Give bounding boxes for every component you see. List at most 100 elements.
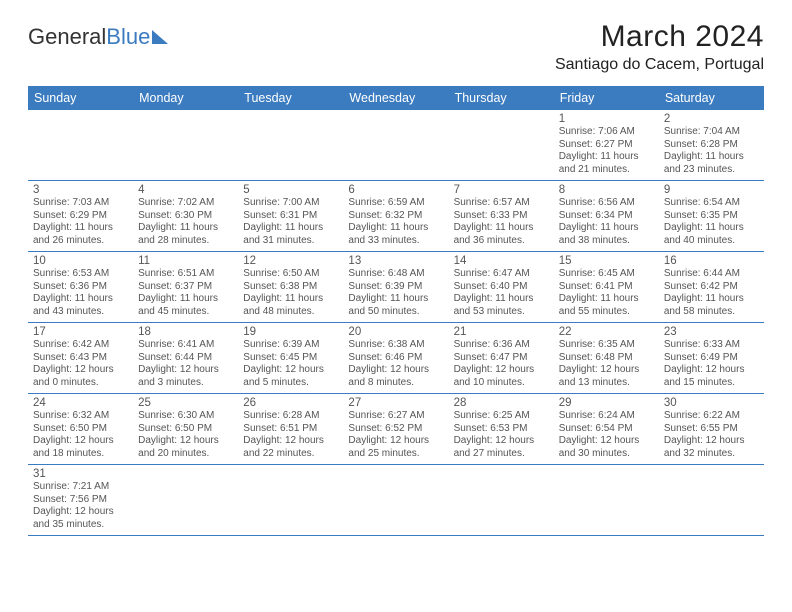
day-number: 16	[664, 255, 759, 267]
day-info: Sunrise: 7:02 AMSunset: 6:30 PMDaylight:…	[138, 197, 233, 247]
day-cell: 10Sunrise: 6:53 AMSunset: 6:36 PMDayligh…	[28, 252, 133, 323]
day-cell: 27Sunrise: 6:27 AMSunset: 6:52 PMDayligh…	[343, 394, 448, 465]
day-number: 31	[33, 468, 128, 480]
calendar-table: SundayMondayTuesdayWednesdayThursdayFrid…	[28, 86, 764, 536]
day-number: 28	[454, 397, 549, 409]
day-number: 29	[559, 397, 654, 409]
day-number: 27	[348, 397, 443, 409]
empty-cell	[238, 465, 343, 536]
day-cell: 3Sunrise: 7:03 AMSunset: 6:29 PMDaylight…	[28, 181, 133, 252]
day-number: 11	[138, 255, 233, 267]
day-number: 17	[33, 326, 128, 338]
empty-cell	[554, 465, 659, 536]
day-cell: 2Sunrise: 7:04 AMSunset: 6:28 PMDaylight…	[659, 110, 764, 181]
day-info: Sunrise: 7:06 AMSunset: 6:27 PMDaylight:…	[559, 126, 654, 176]
day-cell: 24Sunrise: 6:32 AMSunset: 6:50 PMDayligh…	[28, 394, 133, 465]
day-info: Sunrise: 7:04 AMSunset: 6:28 PMDaylight:…	[664, 126, 759, 176]
day-number: 26	[243, 397, 338, 409]
day-info: Sunrise: 6:53 AMSunset: 6:36 PMDaylight:…	[33, 268, 128, 318]
day-number: 19	[243, 326, 338, 338]
day-info: Sunrise: 6:50 AMSunset: 6:38 PMDaylight:…	[243, 268, 338, 318]
day-info: Sunrise: 6:56 AMSunset: 6:34 PMDaylight:…	[559, 197, 654, 247]
day-cell: 7Sunrise: 6:57 AMSunset: 6:33 PMDaylight…	[449, 181, 554, 252]
day-number: 18	[138, 326, 233, 338]
day-cell: 19Sunrise: 6:39 AMSunset: 6:45 PMDayligh…	[238, 323, 343, 394]
weekday-header: Sunday	[28, 86, 133, 110]
empty-cell	[28, 110, 133, 181]
day-cell: 13Sunrise: 6:48 AMSunset: 6:39 PMDayligh…	[343, 252, 448, 323]
day-info: Sunrise: 6:39 AMSunset: 6:45 PMDaylight:…	[243, 339, 338, 389]
day-cell: 26Sunrise: 6:28 AMSunset: 6:51 PMDayligh…	[238, 394, 343, 465]
day-info: Sunrise: 6:44 AMSunset: 6:42 PMDaylight:…	[664, 268, 759, 318]
empty-cell	[133, 465, 238, 536]
day-cell: 25Sunrise: 6:30 AMSunset: 6:50 PMDayligh…	[133, 394, 238, 465]
day-number: 8	[559, 184, 654, 196]
empty-cell	[238, 110, 343, 181]
empty-cell	[343, 465, 448, 536]
day-info: Sunrise: 6:54 AMSunset: 6:35 PMDaylight:…	[664, 197, 759, 247]
day-number: 7	[454, 184, 549, 196]
day-info: Sunrise: 6:28 AMSunset: 6:51 PMDaylight:…	[243, 410, 338, 460]
day-info: Sunrise: 6:59 AMSunset: 6:32 PMDaylight:…	[348, 197, 443, 247]
day-cell: 18Sunrise: 6:41 AMSunset: 6:44 PMDayligh…	[133, 323, 238, 394]
day-info: Sunrise: 6:48 AMSunset: 6:39 PMDaylight:…	[348, 268, 443, 318]
empty-cell	[449, 465, 554, 536]
day-number: 14	[454, 255, 549, 267]
calendar-row: 10Sunrise: 6:53 AMSunset: 6:36 PMDayligh…	[28, 252, 764, 323]
day-number: 21	[454, 326, 549, 338]
day-cell: 4Sunrise: 7:02 AMSunset: 6:30 PMDaylight…	[133, 181, 238, 252]
day-number: 23	[664, 326, 759, 338]
day-number: 25	[138, 397, 233, 409]
day-info: Sunrise: 6:47 AMSunset: 6:40 PMDaylight:…	[454, 268, 549, 318]
calendar-row: 31Sunrise: 7:21 AMSunset: 7:56 PMDayligh…	[28, 465, 764, 536]
day-info: Sunrise: 6:24 AMSunset: 6:54 PMDaylight:…	[559, 410, 654, 460]
calendar-row: 3Sunrise: 7:03 AMSunset: 6:29 PMDaylight…	[28, 181, 764, 252]
day-info: Sunrise: 6:27 AMSunset: 6:52 PMDaylight:…	[348, 410, 443, 460]
day-number: 2	[664, 113, 759, 125]
day-number: 30	[664, 397, 759, 409]
day-number: 6	[348, 184, 443, 196]
day-info: Sunrise: 6:33 AMSunset: 6:49 PMDaylight:…	[664, 339, 759, 389]
day-number: 3	[33, 184, 128, 196]
day-info: Sunrise: 7:21 AMSunset: 7:56 PMDaylight:…	[33, 481, 128, 531]
day-number: 9	[664, 184, 759, 196]
day-number: 1	[559, 113, 654, 125]
day-cell: 22Sunrise: 6:35 AMSunset: 6:48 PMDayligh…	[554, 323, 659, 394]
weekday-header: Thursday	[449, 86, 554, 110]
logo-text-2: Blue	[106, 24, 150, 50]
day-cell: 21Sunrise: 6:36 AMSunset: 6:47 PMDayligh…	[449, 323, 554, 394]
day-number: 24	[33, 397, 128, 409]
day-number: 5	[243, 184, 338, 196]
day-cell: 31Sunrise: 7:21 AMSunset: 7:56 PMDayligh…	[28, 465, 133, 536]
logo-triangle-icon	[152, 30, 168, 44]
day-info: Sunrise: 6:22 AMSunset: 6:55 PMDaylight:…	[664, 410, 759, 460]
weekday-header: Monday	[133, 86, 238, 110]
weekday-header: Friday	[554, 86, 659, 110]
day-number: 13	[348, 255, 443, 267]
day-info: Sunrise: 6:32 AMSunset: 6:50 PMDaylight:…	[33, 410, 128, 460]
day-cell: 1Sunrise: 7:06 AMSunset: 6:27 PMDaylight…	[554, 110, 659, 181]
day-number: 10	[33, 255, 128, 267]
day-info: Sunrise: 6:30 AMSunset: 6:50 PMDaylight:…	[138, 410, 233, 460]
day-number: 20	[348, 326, 443, 338]
day-cell: 9Sunrise: 6:54 AMSunset: 6:35 PMDaylight…	[659, 181, 764, 252]
day-number: 4	[138, 184, 233, 196]
day-cell: 16Sunrise: 6:44 AMSunset: 6:42 PMDayligh…	[659, 252, 764, 323]
location-text: Santiago do Cacem, Portugal	[555, 56, 764, 74]
logo: GeneralBlue	[28, 24, 168, 50]
day-cell: 15Sunrise: 6:45 AMSunset: 6:41 PMDayligh…	[554, 252, 659, 323]
day-info: Sunrise: 6:45 AMSunset: 6:41 PMDaylight:…	[559, 268, 654, 318]
calendar-body: 1Sunrise: 7:06 AMSunset: 6:27 PMDaylight…	[28, 110, 764, 536]
day-cell: 28Sunrise: 6:25 AMSunset: 6:53 PMDayligh…	[449, 394, 554, 465]
day-cell: 30Sunrise: 6:22 AMSunset: 6:55 PMDayligh…	[659, 394, 764, 465]
day-info: Sunrise: 6:41 AMSunset: 6:44 PMDaylight:…	[138, 339, 233, 389]
day-info: Sunrise: 6:35 AMSunset: 6:48 PMDaylight:…	[559, 339, 654, 389]
page-title: March 2024	[555, 20, 764, 54]
day-cell: 12Sunrise: 6:50 AMSunset: 6:38 PMDayligh…	[238, 252, 343, 323]
day-cell: 29Sunrise: 6:24 AMSunset: 6:54 PMDayligh…	[554, 394, 659, 465]
calendar-row: 17Sunrise: 6:42 AMSunset: 6:43 PMDayligh…	[28, 323, 764, 394]
day-info: Sunrise: 6:57 AMSunset: 6:33 PMDaylight:…	[454, 197, 549, 247]
day-info: Sunrise: 6:38 AMSunset: 6:46 PMDaylight:…	[348, 339, 443, 389]
logo-text-1: General	[28, 24, 106, 50]
day-cell: 11Sunrise: 6:51 AMSunset: 6:37 PMDayligh…	[133, 252, 238, 323]
